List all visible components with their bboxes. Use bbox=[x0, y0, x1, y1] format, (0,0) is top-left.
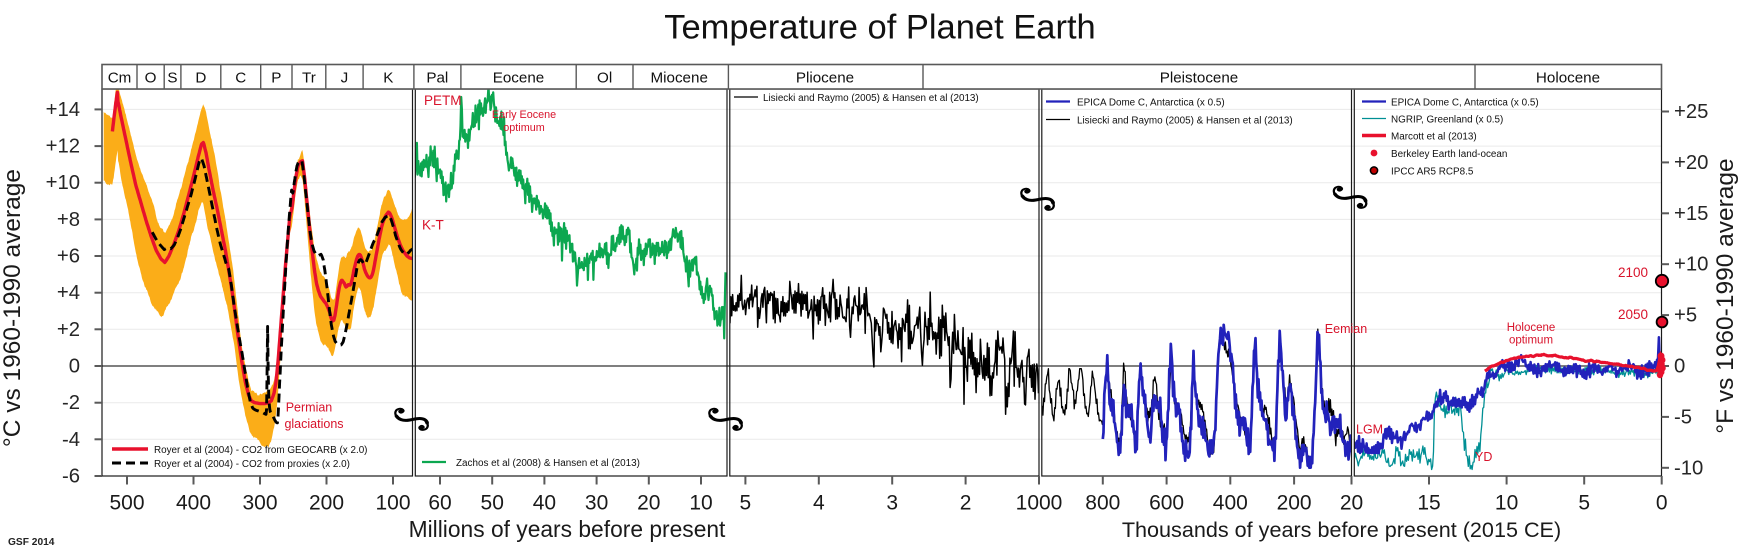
svg-text:S: S bbox=[167, 70, 177, 87]
svg-text:K: K bbox=[383, 70, 393, 87]
svg-text:+14: +14 bbox=[46, 99, 80, 121]
svg-text:LGM: LGM bbox=[1356, 423, 1383, 437]
svg-text:-5: -5 bbox=[1674, 406, 1692, 428]
svg-text:Temperature of Planet Earth: Temperature of Planet Earth bbox=[664, 9, 1096, 47]
svg-text:glaciations: glaciations bbox=[284, 417, 343, 431]
svg-text:10: 10 bbox=[1495, 492, 1518, 515]
svg-text:5: 5 bbox=[740, 492, 752, 515]
svg-text:NGRIP, Greenland (x 0.5): NGRIP, Greenland (x 0.5) bbox=[1391, 115, 1503, 126]
svg-text:10: 10 bbox=[689, 492, 712, 515]
svg-text:-6: -6 bbox=[62, 466, 80, 488]
svg-text:+20: +20 bbox=[1674, 152, 1708, 174]
svg-text:PETM: PETM bbox=[424, 93, 462, 108]
svg-text:°C vs 1960-1990 average: °C vs 1960-1990 average bbox=[0, 169, 26, 447]
svg-text:O: O bbox=[145, 70, 157, 87]
svg-text:400: 400 bbox=[176, 492, 211, 515]
svg-text:300: 300 bbox=[242, 492, 277, 515]
svg-text:Pal: Pal bbox=[426, 70, 448, 87]
svg-text:Eocene: Eocene bbox=[493, 70, 545, 87]
svg-text:Berkeley Earth land-ocean: Berkeley Earth land-ocean bbox=[1391, 149, 1507, 160]
svg-text:1000: 1000 bbox=[1016, 492, 1063, 515]
svg-text:100: 100 bbox=[375, 492, 410, 515]
svg-text:Pliocene: Pliocene bbox=[796, 70, 854, 87]
svg-text:0: 0 bbox=[69, 356, 80, 378]
svg-text:-2: -2 bbox=[62, 392, 80, 414]
svg-text:+12: +12 bbox=[46, 136, 80, 158]
svg-text:+8: +8 bbox=[57, 209, 80, 231]
svg-text:+2: +2 bbox=[57, 319, 80, 341]
svg-text:Ol: Ol bbox=[597, 70, 612, 87]
svg-text:Thousands of years before pres: Thousands of years before present (2015 … bbox=[1122, 517, 1561, 542]
svg-text:200: 200 bbox=[309, 492, 344, 515]
svg-text:optimum: optimum bbox=[1509, 335, 1553, 347]
svg-text:800: 800 bbox=[1085, 492, 1120, 515]
svg-text:+10: +10 bbox=[1674, 254, 1708, 276]
svg-text:EPICA Dome C, Antarctica (x 0: EPICA Dome C, Antarctica (x 0.5) bbox=[1391, 98, 1539, 109]
svg-text:+5: +5 bbox=[1674, 305, 1697, 327]
svg-text:15: 15 bbox=[1417, 492, 1440, 515]
svg-text:Lisiecki and Raymo (2005) & Ha: Lisiecki and Raymo (2005) & Hansen et al… bbox=[763, 93, 979, 104]
svg-text:K-T: K-T bbox=[422, 218, 444, 233]
svg-text:Early Eocene: Early Eocene bbox=[492, 109, 556, 121]
svg-text:Cm: Cm bbox=[108, 70, 132, 87]
svg-text:EPICA Dome C, Antarctica (x 0: EPICA Dome C, Antarctica (x 0.5) bbox=[1077, 98, 1225, 109]
svg-text:Zachos et al (2008) & Hansen e: Zachos et al (2008) & Hansen et al (2013… bbox=[456, 458, 640, 469]
svg-text:+6: +6 bbox=[57, 246, 80, 268]
svg-text:600: 600 bbox=[1149, 492, 1184, 515]
svg-text:Pleistocene: Pleistocene bbox=[1160, 70, 1239, 87]
svg-text:+15: +15 bbox=[1674, 203, 1708, 225]
svg-text:Permian: Permian bbox=[286, 401, 333, 415]
svg-text:YD: YD bbox=[1475, 450, 1492, 464]
svg-text:C: C bbox=[235, 70, 246, 87]
svg-text:IPCC AR5 RCP8.5: IPCC AR5 RCP8.5 bbox=[1391, 167, 1474, 178]
svg-text:-4: -4 bbox=[62, 429, 80, 451]
svg-text:60: 60 bbox=[428, 492, 451, 515]
svg-text:Millions of years before prese: Millions of years before present bbox=[409, 516, 726, 542]
svg-text:30: 30 bbox=[585, 492, 608, 515]
svg-text:0: 0 bbox=[1656, 492, 1668, 515]
svg-text:2050: 2050 bbox=[1618, 307, 1648, 322]
svg-text:500: 500 bbox=[109, 492, 144, 515]
svg-text:+4: +4 bbox=[57, 282, 80, 304]
svg-text:Holocene: Holocene bbox=[1507, 322, 1556, 334]
svg-text:40: 40 bbox=[533, 492, 556, 515]
svg-text:Marcott et al (2013): Marcott et al (2013) bbox=[1391, 132, 1477, 143]
svg-text:Royer et al (2004) - CO2 from: Royer et al (2004) - CO2 from proxies (x… bbox=[154, 459, 350, 470]
svg-text:0: 0 bbox=[1674, 356, 1685, 378]
svg-text:GSF 2014: GSF 2014 bbox=[8, 537, 55, 548]
svg-text:20: 20 bbox=[1340, 492, 1363, 515]
svg-text:optimum: optimum bbox=[503, 122, 544, 134]
svg-text:2100: 2100 bbox=[1618, 265, 1648, 280]
svg-text:20: 20 bbox=[637, 492, 660, 515]
svg-text:+25: +25 bbox=[1674, 101, 1708, 123]
svg-text:200: 200 bbox=[1277, 492, 1312, 515]
svg-text:-10: -10 bbox=[1674, 457, 1703, 479]
svg-text:Royer et al (2004) - CO2 from: Royer et al (2004) - CO2 from GEOCARB (x… bbox=[154, 445, 367, 456]
svg-text:Holocene: Holocene bbox=[1536, 70, 1600, 87]
svg-text:400: 400 bbox=[1213, 492, 1248, 515]
svg-text:50: 50 bbox=[481, 492, 504, 515]
svg-text:3: 3 bbox=[886, 492, 898, 515]
svg-text:Tr: Tr bbox=[302, 70, 316, 87]
svg-text:D: D bbox=[195, 70, 206, 87]
svg-text:Eemian: Eemian bbox=[1325, 322, 1367, 336]
svg-text:Lisiecki and Raymo (2005) & Ha: Lisiecki and Raymo (2005) & Hansen et al… bbox=[1077, 116, 1293, 127]
svg-text:J: J bbox=[341, 70, 349, 87]
svg-text:4: 4 bbox=[813, 492, 825, 515]
svg-text:P: P bbox=[271, 70, 281, 87]
svg-text:°F vs 1960-1990 average: °F vs 1960-1990 average bbox=[1712, 158, 1739, 433]
svg-text:Miocene: Miocene bbox=[650, 70, 707, 87]
svg-text:+10: +10 bbox=[46, 172, 80, 194]
svg-text:2: 2 bbox=[960, 492, 972, 515]
svg-text:5: 5 bbox=[1578, 492, 1590, 515]
